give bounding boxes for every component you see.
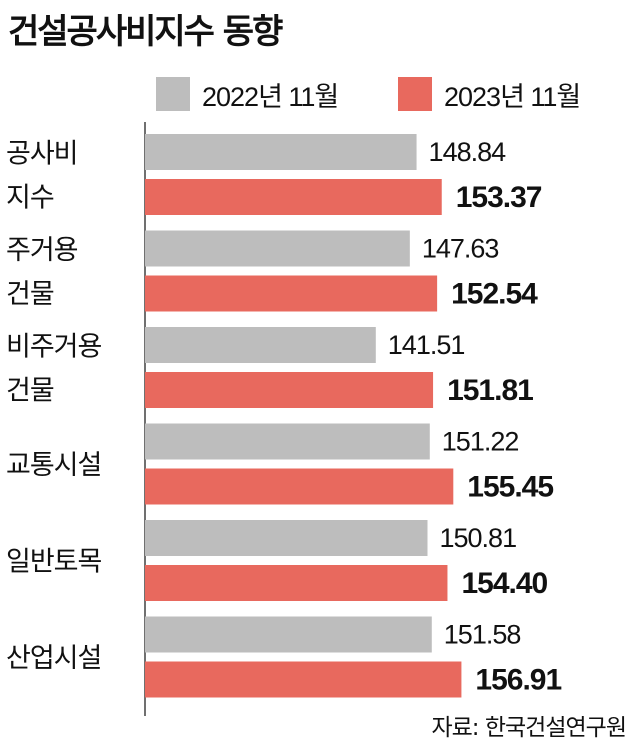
category-label-3-0: 교통시설 [6,450,101,481]
value-label-2022-0: 148.84 [429,137,507,167]
legend-label-2023: 2023년 11월 [444,81,581,112]
bar-2022-2 [145,327,376,363]
value-label-2023-1: 152.54 [451,278,538,311]
value-label-2023-5: 156.91 [475,664,561,697]
bar-2023-0 [145,179,442,215]
value-label-2023-2: 151.81 [447,374,533,407]
legend-item-2022: 2022년 11월 [156,74,339,114]
category-label-2-1: 건물 [6,376,54,407]
category-label-0-0: 공사비 [6,139,78,170]
category-label-5-0: 산업시설 [6,643,101,674]
bar-2022-5 [145,616,432,653]
bar-2023-5 [145,661,462,698]
bar-2022-1 [145,230,410,267]
legend-swatch-2023 [398,77,432,111]
bar-2022-3 [145,423,430,460]
chart-title: 건설공사비지수 동향 [8,12,283,52]
bar-2023-1 [145,275,438,312]
value-label-2022-2: 141.51 [388,330,465,360]
value-label-2022-4: 150.81 [440,523,517,553]
category-label-2-0: 비주거용 [6,332,102,363]
category-label-1-0: 주거용 [6,235,78,266]
bar-2022-4 [145,520,428,556]
value-label-2023-3: 155.45 [467,471,553,504]
value-label-2022-1: 147.63 [422,234,499,264]
category-label-1-1: 건물 [6,279,54,310]
bar-2022-0 [145,134,417,170]
value-label-2023-0: 153.37 [456,181,542,214]
source-note: 자료: 한국건설연구원 [431,715,627,741]
bar-2023-3 [145,468,454,505]
bar-2023-2 [145,372,434,408]
value-label-2022-3: 151.22 [442,427,519,457]
legend-item-2023: 2023년 11월 [398,74,581,114]
value-label-2023-4: 154.40 [461,567,547,600]
category-label-0-1: 지수 [6,183,54,214]
legend-label-2022: 2022년 11월 [202,81,339,112]
value-label-2022-5: 151.58 [444,620,521,650]
legend-swatch-2022 [156,77,190,111]
category-label-4-0: 일반토목 [6,547,102,578]
bar-2023-4 [145,565,448,601]
